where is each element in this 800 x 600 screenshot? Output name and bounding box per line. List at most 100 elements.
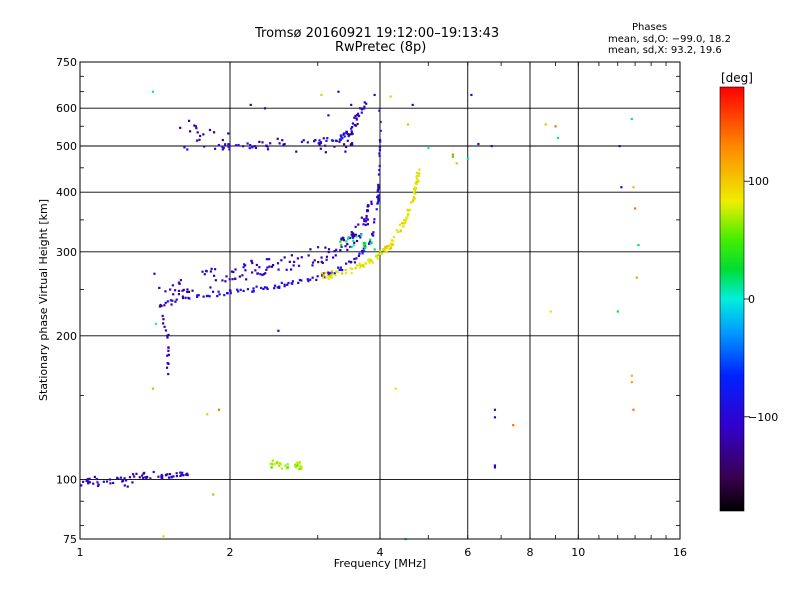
echo-point [161, 322, 165, 325]
echo-point [212, 274, 216, 277]
echo-point [228, 278, 231, 281]
echo-point [283, 285, 286, 288]
echo-point [388, 244, 391, 247]
echo-point [276, 462, 279, 465]
echo-point [172, 475, 175, 478]
echo-point [344, 268, 347, 272]
echo-point [363, 220, 366, 223]
echo-point [378, 164, 381, 167]
echo-point [363, 105, 366, 108]
echo-point [217, 290, 220, 293]
echo-point [263, 107, 267, 110]
echo-point [414, 187, 417, 191]
echo-point [298, 461, 301, 464]
echo-point [364, 262, 367, 265]
echo-point [228, 145, 231, 148]
echo-point [112, 481, 115, 485]
echo-point [259, 273, 262, 276]
echo-point [470, 93, 473, 97]
echo-point [275, 460, 279, 464]
echo-point [262, 287, 265, 291]
echo-point [166, 336, 169, 339]
echo-point [356, 122, 359, 126]
echo-point [342, 133, 345, 136]
echo-point [376, 189, 379, 192]
echo-point [183, 146, 186, 149]
echo-point [313, 259, 316, 262]
echo-point [378, 169, 381, 172]
echo-point [251, 290, 254, 293]
echo-point [412, 199, 415, 202]
echo-point [221, 279, 224, 282]
echo-point [377, 185, 380, 189]
echo-point [417, 172, 421, 175]
echo-point [298, 278, 302, 282]
echo-point [175, 472, 178, 475]
echo-point [182, 474, 185, 477]
echo-point [353, 257, 356, 261]
echo-point [213, 147, 217, 150]
echo-point [399, 229, 402, 232]
echo-point [343, 143, 346, 146]
echo-point [196, 131, 199, 134]
echo-point [290, 282, 293, 285]
echo-point [345, 132, 348, 135]
echo-point [151, 90, 155, 93]
echo-point [242, 266, 245, 269]
echo-point [412, 191, 416, 194]
echo-point [413, 192, 417, 195]
echo-point [294, 465, 297, 468]
echo-point [418, 168, 421, 171]
echo-point [334, 274, 337, 277]
echo-point [379, 140, 382, 143]
echo-point [316, 275, 319, 278]
echo-point [268, 265, 271, 268]
echo-point [138, 476, 141, 479]
echo-point [319, 141, 322, 144]
echo-point [167, 346, 170, 349]
echo-point [278, 142, 281, 145]
echo-point [366, 218, 369, 221]
echo-point [354, 225, 357, 228]
echo-point [345, 130, 348, 133]
echo-point [224, 280, 227, 283]
echo-point [265, 144, 268, 147]
echo-point [233, 277, 237, 280]
echo-point [218, 293, 221, 296]
echo-point [406, 217, 409, 220]
echo-point [366, 223, 370, 226]
echo-point [297, 281, 300, 285]
echo-point [402, 225, 405, 228]
echo-point [181, 296, 185, 300]
echo-point [164, 301, 167, 304]
echo-point [398, 223, 402, 226]
echo-point [85, 479, 88, 483]
echo-point [363, 101, 366, 104]
echo-point [554, 125, 557, 128]
echo-point [244, 264, 247, 267]
echo-point [406, 123, 410, 126]
echo-point [337, 90, 340, 93]
echo-point [328, 272, 331, 275]
echo-point [353, 116, 356, 119]
echo-point [208, 128, 212, 132]
echo-point [327, 271, 330, 274]
echo-point [413, 189, 417, 192]
echo-point [166, 473, 169, 476]
echo-point [383, 249, 386, 252]
y-tick-label: 300 [56, 246, 77, 259]
echo-point [365, 102, 368, 105]
x-tick-label: 10 [571, 546, 585, 559]
echo-point [254, 269, 257, 272]
echo-point [314, 138, 317, 142]
echo-point [335, 270, 338, 273]
echo-point [179, 279, 182, 282]
echo-point [544, 123, 547, 126]
echo-point [144, 476, 147, 479]
echo-point [316, 246, 320, 249]
echo-point [193, 124, 196, 127]
echo-point [350, 130, 353, 133]
echo-point [320, 93, 323, 97]
echo-point [265, 258, 268, 261]
echo-point [386, 245, 389, 248]
